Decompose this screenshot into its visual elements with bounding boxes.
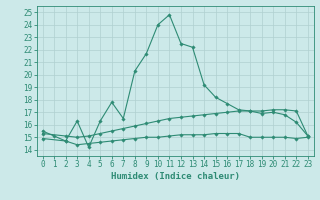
X-axis label: Humidex (Indice chaleur): Humidex (Indice chaleur) [111, 172, 240, 181]
